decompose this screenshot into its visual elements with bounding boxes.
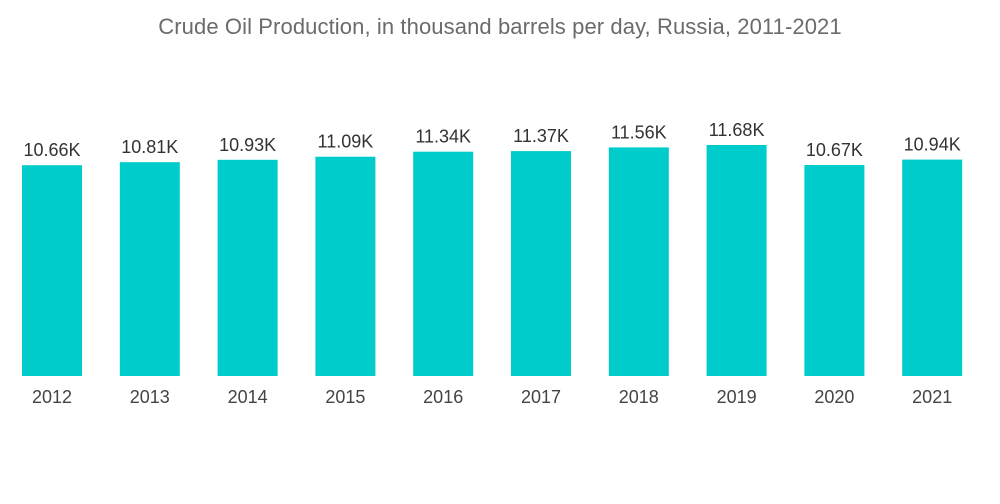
bar-2012 [22, 165, 82, 376]
bar-2016 [413, 151, 474, 376]
bar-2018 [608, 147, 669, 376]
x-tick-label-2016: 2016 [423, 387, 463, 407]
value-label-2020: 10.67K [806, 140, 863, 160]
chart-title: Crude Oil Production, in thousand barrel… [158, 14, 842, 39]
x-tick-label-2012: 2012 [32, 387, 72, 407]
value-label-2014: 10.93K [219, 135, 276, 155]
value-label-2016: 11.34K [415, 127, 471, 147]
x-tick-label-2018: 2018 [619, 387, 659, 407]
x-tick-label-2021: 2021 [912, 387, 952, 407]
x-tick-label-2014: 2014 [228, 387, 268, 407]
value-label-2019: 11.68K [709, 120, 765, 140]
bar-2015 [315, 156, 376, 376]
x-tick-label-2019: 2019 [717, 387, 757, 407]
x-tick-label-2017: 2017 [521, 387, 561, 407]
bar-2013 [119, 162, 180, 376]
value-label-2018: 11.56K [611, 122, 667, 142]
x-tick-label-2015: 2015 [325, 387, 365, 407]
bar-2020 [804, 165, 865, 376]
x-tick-label-2013: 2013 [130, 387, 170, 407]
value-label-2012: 10.66K [23, 140, 80, 160]
value-label-2013: 10.81K [121, 137, 178, 157]
bar-2017 [511, 151, 571, 376]
bar-2021 [902, 159, 963, 376]
value-label-2017: 11.37K [513, 126, 569, 146]
bar-2014 [217, 159, 278, 376]
value-label-2015: 11.09K [318, 132, 374, 152]
value-label-2021: 10.94K [904, 135, 961, 155]
bar-2019 [706, 145, 767, 376]
x-tick-label-2020: 2020 [814, 387, 854, 407]
